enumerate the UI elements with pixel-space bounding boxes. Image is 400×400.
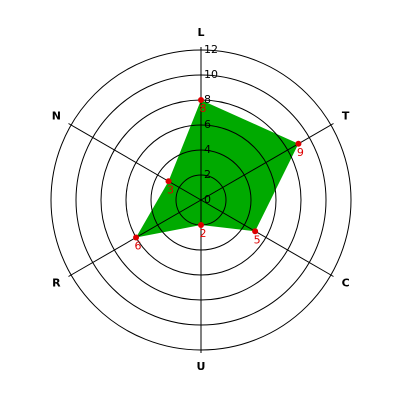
y-tick-label: 10 (204, 68, 218, 81)
category-label: U (197, 360, 206, 373)
data-point (165, 178, 172, 185)
y-tick-label: 8 (204, 93, 211, 106)
category-label: L (197, 26, 204, 39)
category-label: C (342, 277, 350, 290)
category-label: R (52, 277, 61, 290)
y-tick-label: 0 (204, 193, 211, 206)
data-point (133, 234, 140, 241)
data-point (295, 140, 302, 147)
data-point (198, 222, 204, 228)
value-label: 6 (135, 240, 142, 253)
axis-spoke (200, 123, 334, 201)
value-label: 3 (167, 183, 174, 196)
value-label: 2 (200, 227, 207, 240)
axis-spoke (200, 199, 334, 277)
value-label: 5 (254, 233, 261, 246)
y-tick-label: 6 (204, 118, 211, 131)
data-point (252, 228, 259, 235)
y-tick-label: 12 (204, 43, 218, 56)
category-label: N (52, 110, 61, 123)
value-label: 9 (297, 146, 304, 159)
value-label: 8 (200, 102, 207, 115)
data-point (198, 97, 204, 103)
axis-spoke (68, 123, 202, 201)
y-tick-label: 2 (204, 168, 211, 181)
y-tick-label: 4 (204, 143, 211, 156)
category-label: T (342, 110, 350, 123)
